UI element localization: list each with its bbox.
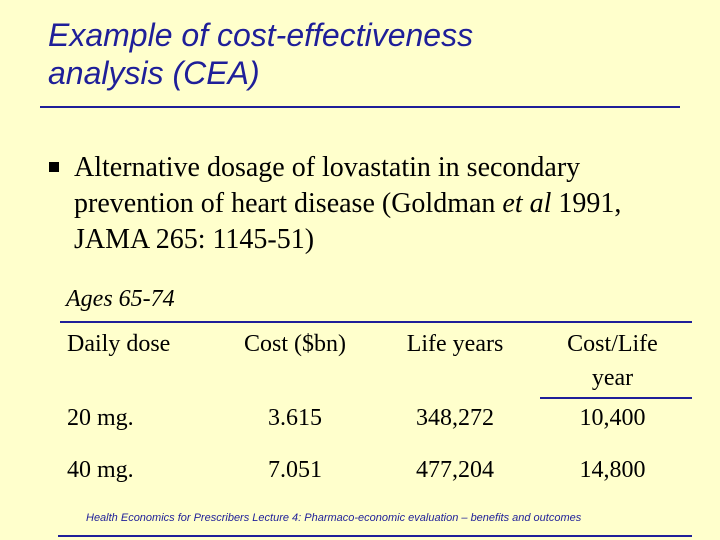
table-top-rule [60,321,692,323]
row-1-dose: 20 mg. [67,405,134,431]
header-life-years: Life years [406,331,504,357]
slide-footer: Health Economics for Prescribers Lecture… [86,512,582,524]
header-cost: Cost ($bn) [244,331,346,357]
bullet-text-italic: et al [502,188,552,219]
row-1-cost-per-life-year: 10,400 [579,405,646,431]
row-1-life-years: 348,272 [416,405,494,431]
slide-title-line-2: analysis (CEA) [48,55,260,91]
header-bottom-rule [540,397,692,399]
header-daily-dose: Daily dose [67,331,171,357]
bullet-text-part-1: Alternative dosage of lovastatin in seco… [74,152,581,219]
header-cost-per-life-year-line-2: year [591,365,634,391]
square-bullet-icon [49,162,59,172]
bullet-text-part-2: 1991, JAMA 265: 1145-51) [74,188,622,255]
row-2-cost-per-life-year: 14,800 [579,457,646,483]
slide-title: Example of cost-effectiveness analysis (… [48,16,668,92]
header-cost-per-life-year-line-1: Cost/Life [567,331,658,357]
footer-rule [58,535,692,537]
row-2-dose: 40 mg. [67,457,134,483]
table-caption: Ages 65-74 [66,286,175,312]
slide-title-line-1: Example of cost-effectiveness [48,17,474,53]
row-2-cost: 7.051 [268,457,322,483]
row-2-life-years: 477,204 [416,457,494,483]
header-cost-per-life-year: Cost/Life year [540,327,685,395]
title-divider [40,106,680,108]
bullet-text: Alternative dosage of lovastatin in seco… [74,150,684,258]
row-1-cost: 3.615 [268,405,322,431]
